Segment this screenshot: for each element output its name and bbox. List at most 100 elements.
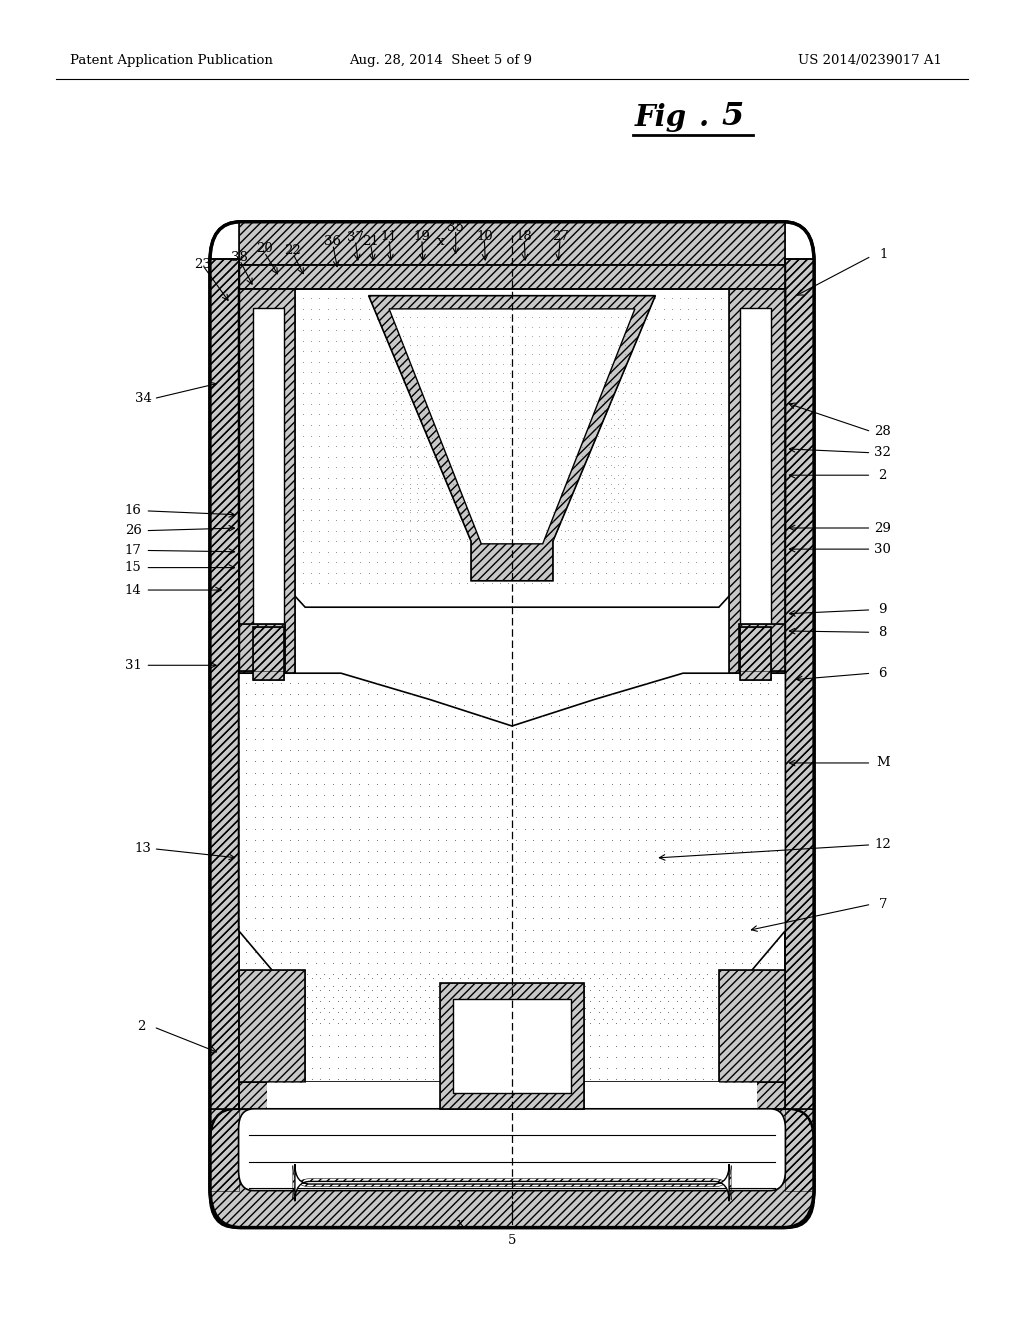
Point [680,573,696,594]
Point [690,784,707,805]
Point [699,672,716,693]
Point [386,729,402,750]
Point [377,784,393,805]
Point [551,886,567,907]
Point [336,414,352,436]
Point [598,562,614,583]
Point [262,510,279,531]
Point [531,446,548,467]
Point [596,317,612,338]
Point [393,351,410,372]
Point [582,341,598,362]
Point [603,465,620,486]
Point [401,414,418,436]
Point [508,573,524,594]
Point [603,672,620,693]
Point [508,488,524,510]
Point [255,953,271,974]
Point [424,400,440,421]
Point [352,330,369,351]
Point [596,372,612,393]
Point [401,437,419,458]
Point [287,372,303,393]
Point [760,1008,776,1030]
Point [617,502,634,523]
Point [412,818,428,840]
Point [682,774,698,795]
Point [631,562,647,583]
Point [655,807,672,828]
Point [452,1069,468,1090]
Point [617,345,634,366]
Point [307,729,324,750]
Point [695,1069,712,1090]
Point [582,354,598,375]
Point [410,317,426,338]
Point [328,383,344,404]
Point [401,511,419,532]
Point [543,729,559,750]
Point [467,418,483,440]
Point [303,404,319,425]
Point [467,478,483,499]
Point [686,1024,702,1045]
Point [299,998,315,1019]
Point [377,488,393,510]
Point [453,335,469,356]
Point [481,672,498,693]
Point [614,541,631,562]
Point [638,874,654,895]
Point [490,998,507,1019]
Point [303,562,319,583]
Point [351,751,368,772]
Point [762,488,778,510]
Point [369,886,385,907]
Point [610,529,627,550]
Point [549,573,565,594]
Point [516,1008,532,1030]
Point [560,363,577,384]
Point [287,510,303,531]
Point [287,467,303,488]
Point [573,531,590,552]
Point [516,729,532,750]
Point [254,520,270,541]
Point [238,818,254,840]
Point [481,863,498,884]
Point [495,1069,511,1090]
Point [456,863,472,884]
Point [595,717,611,738]
Point [574,372,591,393]
Point [531,511,548,532]
Point [582,372,598,393]
Point [655,739,672,760]
Point [321,1057,337,1078]
Point [446,694,463,715]
Point [705,362,721,383]
Point [517,354,534,375]
Point [608,1002,625,1023]
Point [699,851,716,873]
Point [334,762,350,783]
Point [264,964,281,985]
Point [325,807,341,828]
Point [510,317,526,338]
Point [499,863,515,884]
Point [282,896,298,917]
Point [246,510,262,531]
Point [365,990,381,1011]
Point [508,953,524,974]
Point [303,968,319,989]
Point [387,418,403,440]
Point [762,446,778,467]
Point [623,510,639,531]
Point [360,520,377,541]
Point [762,341,778,362]
Point [469,1002,485,1023]
Point [483,341,500,362]
Point [446,774,463,795]
Point [488,335,505,356]
Point [567,446,584,467]
Point [410,502,426,523]
Point [553,428,569,449]
